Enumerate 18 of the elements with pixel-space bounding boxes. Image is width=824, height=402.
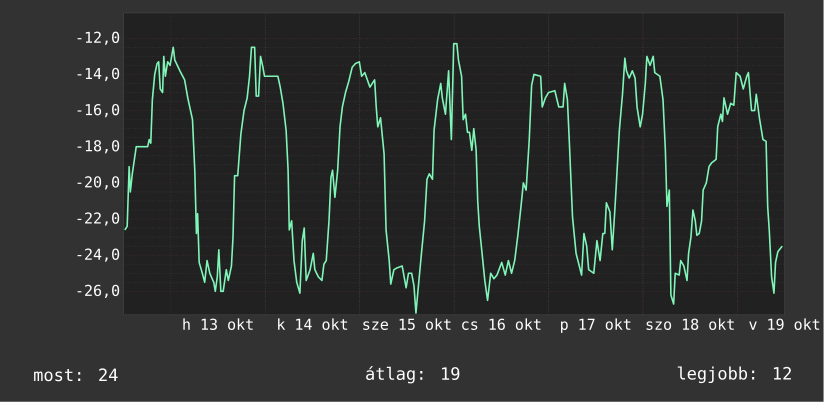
x-tick-label: cs 16 okt	[462, 318, 540, 330]
y-tick-label: -26,0	[78, 284, 120, 298]
y-tick-label: -22,0	[78, 212, 120, 226]
y-tick-label: -12,0	[78, 32, 120, 46]
x-tick-label: h 13 okt	[183, 318, 253, 330]
x-tick-label: v 19 okt	[749, 318, 820, 330]
text: most: 24	[34, 368, 118, 382]
y-tick-label: -16,0	[78, 104, 120, 118]
x-tick-label: p 17 okt	[561, 318, 630, 333]
y-tick-label: -18,0	[78, 140, 120, 154]
y-tick-label: -20,0	[78, 176, 120, 190]
text: átlag: 19	[366, 366, 460, 384]
y-tick-label: -24,0	[78, 248, 120, 262]
y-tick-label: -14,0	[78, 68, 120, 82]
x-tick-label: k 14 okt	[278, 318, 348, 330]
text: legjobb: 12	[678, 366, 791, 384]
x-tick-label: sze 15 okt	[363, 318, 451, 330]
x-tick-label: szo 18 okt	[646, 318, 734, 330]
